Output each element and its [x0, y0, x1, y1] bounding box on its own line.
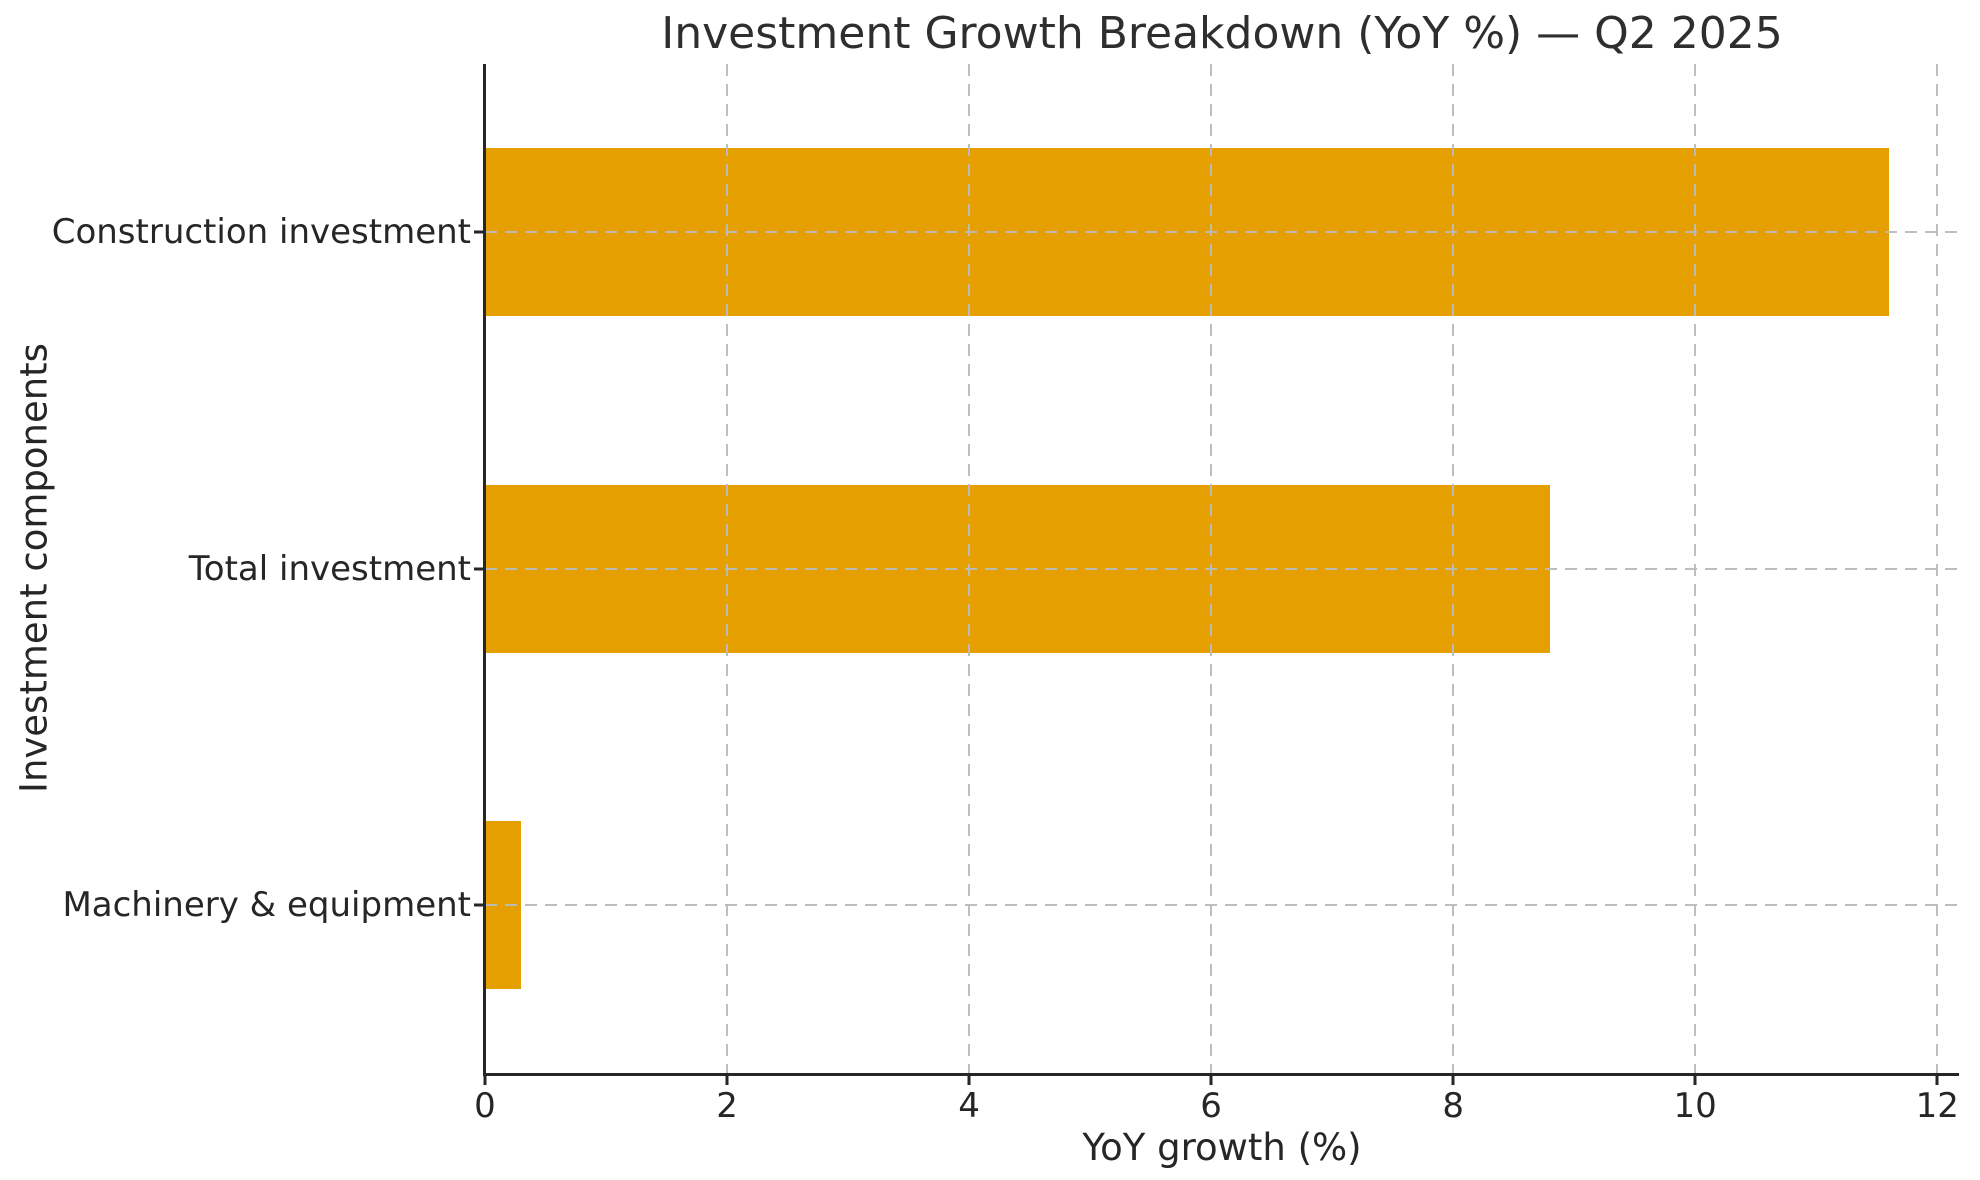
- x-axis-spine: [483, 1073, 1959, 1076]
- y-tick-label: Total investment: [188, 548, 471, 589]
- chart-title: Investment Growth Breakdown (YoY %) — Q2…: [661, 8, 1783, 59]
- x-tick-label: 8: [1442, 1086, 1464, 1126]
- x-tick-mark: [1693, 1074, 1697, 1085]
- y-gridline: [485, 903, 1959, 906]
- x-tick-label: 2: [716, 1086, 738, 1126]
- x-tick-label: 10: [1673, 1086, 1717, 1126]
- y-axis-spine: [483, 64, 486, 1076]
- x-tick-label: 0: [474, 1086, 496, 1126]
- plot-area: 0 2 4 6 8 10 12 Construction investment Total in…: [52, 64, 1959, 1123]
- x-tick-label: 4: [958, 1086, 980, 1126]
- x-tick-mark: [1935, 1074, 1939, 1085]
- x-tick-mark: [483, 1074, 487, 1085]
- y-tick-mark: [474, 230, 485, 234]
- y-gridline: [485, 231, 1959, 234]
- y-tick-label: Machinery & equipment: [62, 884, 471, 925]
- y-gridline: [485, 567, 1959, 570]
- x-axis-label: YoY growth (%): [1082, 1126, 1362, 1169]
- x-tick-mark: [725, 1074, 729, 1085]
- y-tick-mark: [474, 567, 485, 570]
- x-tick-label: 6: [1200, 1086, 1222, 1126]
- x-tick-mark: [1209, 1074, 1213, 1085]
- x-tick-mark: [967, 1074, 971, 1085]
- y-tick-mark: [474, 903, 485, 907]
- y-axis-label: Investment components: [12, 343, 56, 793]
- x-tick-mark: [1451, 1074, 1455, 1085]
- x-tick-label: 12: [1915, 1086, 1959, 1126]
- y-tick-label: Construction investment: [51, 212, 471, 253]
